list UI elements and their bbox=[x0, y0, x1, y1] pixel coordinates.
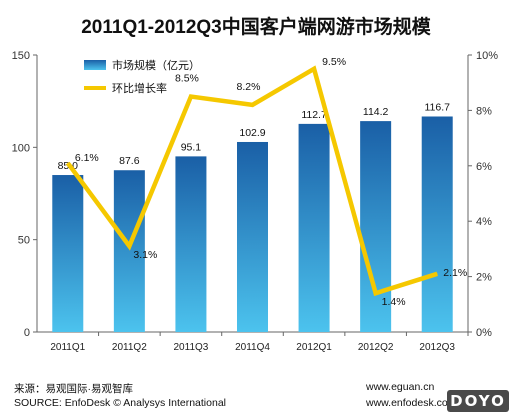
growth-value-label: 8.2% bbox=[237, 81, 261, 93]
bar-2011Q3 bbox=[175, 156, 207, 332]
category-label: 2011Q4 bbox=[235, 342, 270, 353]
right-tick-label: 2% bbox=[476, 272, 492, 284]
category-label: 2011Q1 bbox=[50, 342, 85, 353]
bar-value-label: 102.9 bbox=[239, 127, 265, 139]
growth-point bbox=[375, 292, 377, 294]
category-label: 2012Q3 bbox=[419, 342, 455, 353]
bar-value-label: 114.2 bbox=[363, 106, 389, 118]
bar-2011Q1 bbox=[52, 175, 84, 332]
growth-value-label: 8.5% bbox=[175, 73, 199, 85]
category-label: 2011Q3 bbox=[174, 342, 209, 353]
growth-point bbox=[67, 162, 69, 164]
left-tick-label: 50 bbox=[18, 235, 30, 247]
legend-label-bar: 市场规模（亿元） bbox=[112, 58, 200, 72]
line-labels: 6.1% 3.1% 8.5% 8.2% 9.5% 1.4% 2.1% bbox=[75, 56, 467, 308]
chart-title: 2011Q1-2012Q3中国客户端网游市场规模 bbox=[81, 15, 432, 38]
url-eguan: www.eguan.cn bbox=[366, 381, 435, 393]
url-enfodesk: www.enfodesk.com bbox=[366, 397, 457, 409]
bar-value-label: 95.1 bbox=[181, 141, 202, 153]
source-cn: 来源：易观国际·易观智库 bbox=[14, 383, 133, 395]
bar-2012Q1 bbox=[298, 123, 330, 332]
bar-2011Q4 bbox=[237, 141, 268, 332]
legend-swatch-bar bbox=[84, 60, 106, 70]
right-tick-label: 4% bbox=[476, 216, 492, 228]
growth-value-label: 9.5% bbox=[322, 56, 346, 68]
left-tick-label: 0 bbox=[24, 327, 30, 339]
right-tick-label: 8% bbox=[476, 105, 492, 117]
watermark-logo: DOYO bbox=[447, 390, 509, 412]
growth-line bbox=[65, 65, 438, 297]
category-label: 2012Q1 bbox=[296, 342, 332, 353]
bar-2011Q2 bbox=[113, 170, 145, 332]
bar-value-label: 112.7 bbox=[301, 109, 327, 121]
legend-label-line: 环比增长率 bbox=[112, 81, 167, 95]
right-tick-label: 0% bbox=[476, 327, 492, 339]
growth-value-label: 6.1% bbox=[75, 152, 99, 164]
category-label: 2011Q2 bbox=[112, 342, 147, 353]
growth-value-label: 2.1% bbox=[443, 267, 467, 279]
source-en: SOURCE: EnfoDesk © Analysys Internationa… bbox=[14, 397, 226, 409]
bars bbox=[52, 116, 453, 333]
category-labels: 2011Q1 2011Q2 2011Q3 2011Q4 2012Q1 2012Q2 2012… bbox=[50, 332, 469, 353]
growth-value-label: 3.1% bbox=[133, 249, 157, 261]
left-tick-label: 100 bbox=[12, 142, 30, 154]
bar-value-label: 116.7 bbox=[424, 101, 450, 113]
growth-point bbox=[252, 104, 253, 106]
bar-value-label: 87.6 bbox=[119, 155, 140, 167]
growth-point bbox=[128, 245, 130, 247]
left-tick-label: 150 bbox=[12, 50, 30, 62]
legend: 市场规模（亿元） 环比增长率 bbox=[84, 58, 200, 95]
right-tick-label: 6% bbox=[476, 161, 492, 173]
bar-2012Q3 bbox=[421, 116, 453, 332]
axes: 0 50 100 150 0% 2% 4% 6% 8% 10% bbox=[12, 50, 499, 339]
growth-value-label: 1.4% bbox=[382, 296, 406, 308]
growth-point bbox=[313, 68, 315, 70]
bar-2012Q2 bbox=[360, 121, 392, 333]
growth-point bbox=[436, 273, 438, 275]
growth-point bbox=[190, 96, 192, 98]
right-tick-label: 10% bbox=[476, 50, 498, 62]
category-label: 2012Q2 bbox=[358, 342, 394, 353]
